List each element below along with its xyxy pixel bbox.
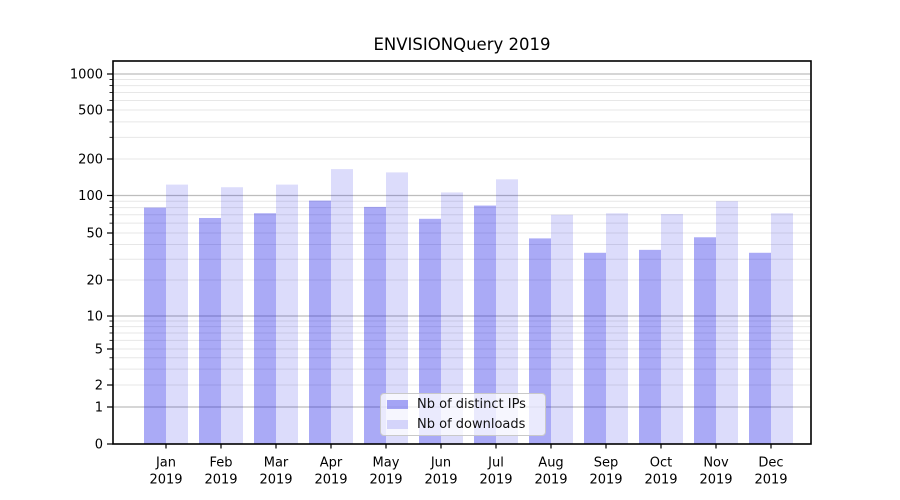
y-tick-label: 100 xyxy=(78,189,103,204)
x-tick-label-month: Jun xyxy=(430,456,451,471)
x-tick-label-month: Aug xyxy=(538,456,563,471)
x-tick-label-year: 2019 xyxy=(424,473,457,488)
bar-downloads-mar xyxy=(276,184,298,444)
legend-item-distinct-ips: Nb of distinct IPs xyxy=(387,396,539,414)
bar-downloads-apr xyxy=(331,169,353,444)
y-tick-label: 500 xyxy=(78,104,103,119)
bar-ips-dec xyxy=(749,252,771,444)
x-tick-label-month: Sep xyxy=(594,456,619,471)
bar-ips-mar xyxy=(254,213,276,444)
legend-swatch-downloads xyxy=(387,419,408,429)
legend-swatch-distinct-ips xyxy=(387,400,408,410)
x-tick-label-year: 2019 xyxy=(149,473,182,488)
legend-item-downloads: Nb of downloads xyxy=(387,416,539,434)
y-tick-label: 1000 xyxy=(70,68,103,83)
bar-ips-sep xyxy=(584,252,606,444)
bar-ips-nov xyxy=(694,237,716,444)
x-tick-label-month: Dec xyxy=(758,456,783,471)
x-tick-label-month: Nov xyxy=(703,456,729,471)
axes-box xyxy=(112,60,812,445)
bar-ips-jun xyxy=(419,218,441,444)
x-tick-label-year: 2019 xyxy=(589,473,622,488)
y-tick-label: 5 xyxy=(95,343,103,358)
y-gridlines-labeled-minor xyxy=(113,109,811,386)
x-tick-label-year: 2019 xyxy=(314,473,347,488)
y-tick-label: 10 xyxy=(86,310,103,325)
bar-ips-apr xyxy=(309,200,331,444)
x-tick-label-month: May xyxy=(373,456,400,471)
bar-downloads-dec xyxy=(771,213,793,444)
x-tick-label-year: 2019 xyxy=(479,473,512,488)
x-tick-label-month: Jul xyxy=(487,456,504,471)
bar-downloads-sep xyxy=(606,213,628,444)
bar-ips-feb xyxy=(199,217,221,444)
bar-ips-aug xyxy=(529,238,551,444)
x-tick-label-month: Mar xyxy=(264,456,289,471)
y-tick-label: 20 xyxy=(86,274,103,289)
bar-downloads-jun xyxy=(441,192,463,444)
bar-downloads-oct xyxy=(661,214,683,444)
bar-ips-oct xyxy=(639,249,661,444)
x-tick-label-year: 2019 xyxy=(644,473,677,488)
bar-ips-jan xyxy=(144,207,166,444)
x-tick-label-month: Apr xyxy=(320,456,343,471)
y-tick-label: 0 xyxy=(95,438,103,453)
bar-ips-may xyxy=(364,206,386,444)
y-tick-label: 1 xyxy=(95,401,103,416)
bars-distinct-ips xyxy=(144,200,771,444)
legend: Nb of distinct IPs Nb of downloads xyxy=(380,393,546,436)
bar-downloads-aug xyxy=(551,214,573,444)
bar-downloads-nov xyxy=(716,201,738,444)
bar-downloads-jul xyxy=(496,179,518,444)
x-tick-label-year: 2019 xyxy=(259,473,292,488)
chart-title: ENVISIONQuery 2019 xyxy=(373,35,551,54)
bar-ips-jul xyxy=(474,205,496,444)
y-tick-label: 50 xyxy=(86,227,103,242)
y-tick-label: 200 xyxy=(78,153,103,168)
x-axis-ticks: Jan 2019 Feb 2019 Mar 2019 Apr 2019 May 2019 Jun 20… xyxy=(149,444,788,488)
x-tick-label-month: Oct xyxy=(650,456,672,471)
x-tick-label-year: 2019 xyxy=(699,473,732,488)
bars-downloads xyxy=(166,169,793,445)
y-tick-label: 2 xyxy=(95,379,103,394)
x-tick-label-month: Feb xyxy=(209,456,232,471)
x-tick-label-year: 2019 xyxy=(534,473,567,488)
y-gridlines-minor xyxy=(113,78,811,370)
bar-downloads-may xyxy=(386,172,408,444)
bar-downloads-feb xyxy=(221,187,243,445)
y-axis-minor-ticks xyxy=(109,79,113,370)
bar-downloads-jan xyxy=(166,184,188,444)
legend-label-distinct-ips: Nb of distinct IPs xyxy=(417,397,526,413)
legend-label-downloads: Nb of downloads xyxy=(417,416,526,432)
x-tick-label-year: 2019 xyxy=(204,473,237,488)
x-tick-label-year: 2019 xyxy=(754,473,787,488)
x-tick-label-year: 2019 xyxy=(369,473,402,488)
x-tick-label-month: Jan xyxy=(155,456,176,471)
